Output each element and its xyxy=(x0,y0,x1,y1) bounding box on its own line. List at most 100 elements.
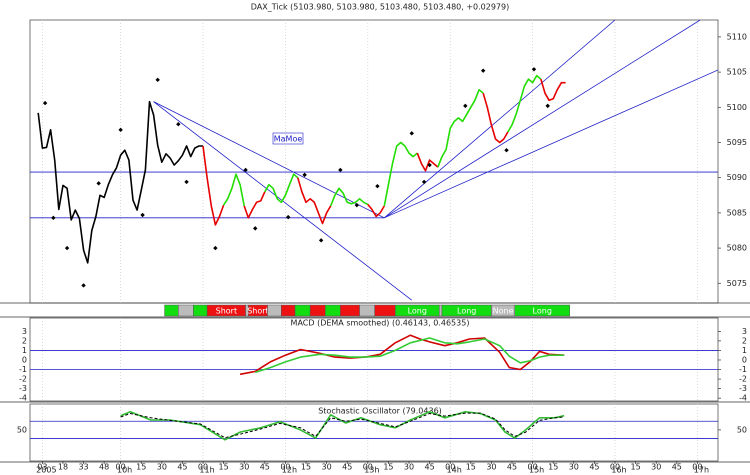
series-line xyxy=(482,92,509,144)
x-tick-label: 48 xyxy=(99,463,109,472)
y-tick-label: 0 xyxy=(742,355,747,364)
series-line xyxy=(202,145,225,226)
y-tick-label: 5090 xyxy=(727,173,747,182)
x-tick-label: 15 xyxy=(136,463,146,472)
x-tick-label: 00 xyxy=(363,463,373,472)
marker xyxy=(354,202,360,208)
trend-line xyxy=(384,20,616,219)
marker xyxy=(118,127,123,133)
marker xyxy=(302,172,307,178)
annotation-box xyxy=(272,132,304,145)
marker xyxy=(42,100,48,106)
marker xyxy=(96,181,101,186)
marker xyxy=(176,121,181,127)
signal-cell xyxy=(178,304,194,317)
marker xyxy=(545,103,550,109)
x-tick-label: 30 xyxy=(486,463,496,472)
y-tick-label: -1 xyxy=(739,365,747,374)
x-tick-label: 18 xyxy=(58,463,68,472)
y-tick-label: 5075 xyxy=(727,279,747,288)
series-line xyxy=(37,100,203,264)
x-tick-label: 33 xyxy=(78,463,88,472)
y-tick-label: 5080 xyxy=(727,244,747,253)
y-tick-label-left: 3 xyxy=(22,327,27,336)
x-tick-label: 45 xyxy=(425,463,435,472)
y-tick-label: 50 xyxy=(737,425,747,434)
marker xyxy=(375,183,380,189)
y-tick-label: 5095 xyxy=(727,138,747,147)
signal-cell xyxy=(193,304,208,317)
marker xyxy=(51,215,56,221)
y-tick-label: 5110 xyxy=(727,32,747,41)
x-tick-label: 15 xyxy=(631,463,641,472)
signal-label: Short xyxy=(247,307,268,316)
signal-label: Long xyxy=(533,307,552,316)
plot-area xyxy=(30,20,718,301)
y-tick-label: 3 xyxy=(742,327,747,336)
marker xyxy=(338,167,343,173)
y-tick-label-left: 1 xyxy=(22,346,27,355)
signal-cell xyxy=(359,304,375,317)
x-tick-label: 45 xyxy=(342,463,352,472)
y-tick-label-left: -3 xyxy=(19,384,27,393)
series-line xyxy=(254,337,565,374)
x-tick-label: 03 xyxy=(37,463,47,472)
x-tick-label: 00 xyxy=(280,463,290,472)
x-tick-label: 00 xyxy=(610,463,620,472)
y-tick-label-left: -1 xyxy=(19,365,27,374)
signal-cell xyxy=(514,304,570,317)
y-tick-label: -3 xyxy=(739,384,747,393)
signal-cell xyxy=(267,304,282,317)
y-tick-label-left: 50 xyxy=(17,425,27,434)
x-hour-label: 10h xyxy=(117,466,132,475)
marker xyxy=(213,245,218,251)
x-tick-label: 45 xyxy=(507,463,517,472)
x-tick-label: 15 xyxy=(466,463,476,472)
series-line xyxy=(437,88,484,168)
marker xyxy=(480,68,486,73)
marker xyxy=(427,162,432,168)
marker xyxy=(81,283,86,288)
marker xyxy=(184,179,189,185)
marker xyxy=(285,214,291,220)
panel-frame xyxy=(29,403,719,462)
marker xyxy=(504,148,509,153)
y-tick-label-left: 0 xyxy=(22,355,27,364)
series-line xyxy=(297,177,332,225)
signal-label: Long xyxy=(408,307,427,316)
x-tick-label: 15 xyxy=(301,463,311,472)
x-tick-label: 00 xyxy=(445,463,455,472)
annotation: MaMoe xyxy=(274,135,303,144)
signal-cell xyxy=(309,304,326,317)
x-tick-label: 45 xyxy=(589,463,599,472)
series-line xyxy=(120,412,565,439)
signal-cell xyxy=(324,304,341,317)
y-tick-label: 2 xyxy=(742,336,747,345)
x-tick-label: 15 xyxy=(548,463,558,472)
x-tick-label: 00 xyxy=(528,463,538,472)
series-line xyxy=(416,152,439,172)
series-line xyxy=(243,191,266,219)
y-tick-label-left: -2 xyxy=(19,375,27,384)
x-tick-label: 00 xyxy=(116,463,126,472)
signal-cell xyxy=(294,304,311,317)
series-line xyxy=(222,173,245,207)
marker xyxy=(318,238,324,243)
x-tick-label: 45 xyxy=(672,463,682,472)
x-tick-label: 30 xyxy=(322,463,332,472)
x-tick-label: 30 xyxy=(651,463,661,472)
marker xyxy=(463,103,468,109)
marker xyxy=(409,131,414,136)
y-tick-label-left: -4 xyxy=(19,394,27,403)
marker xyxy=(64,245,70,251)
x-tick-label: 30 xyxy=(569,463,579,472)
trend-line xyxy=(384,69,718,219)
signal-label: Long xyxy=(457,307,476,316)
series-line xyxy=(239,334,565,376)
signal-cell xyxy=(438,304,443,317)
x-tick-label: 15 xyxy=(219,463,229,472)
marker xyxy=(155,77,160,83)
marker xyxy=(253,226,258,231)
signal-cell xyxy=(374,304,396,317)
